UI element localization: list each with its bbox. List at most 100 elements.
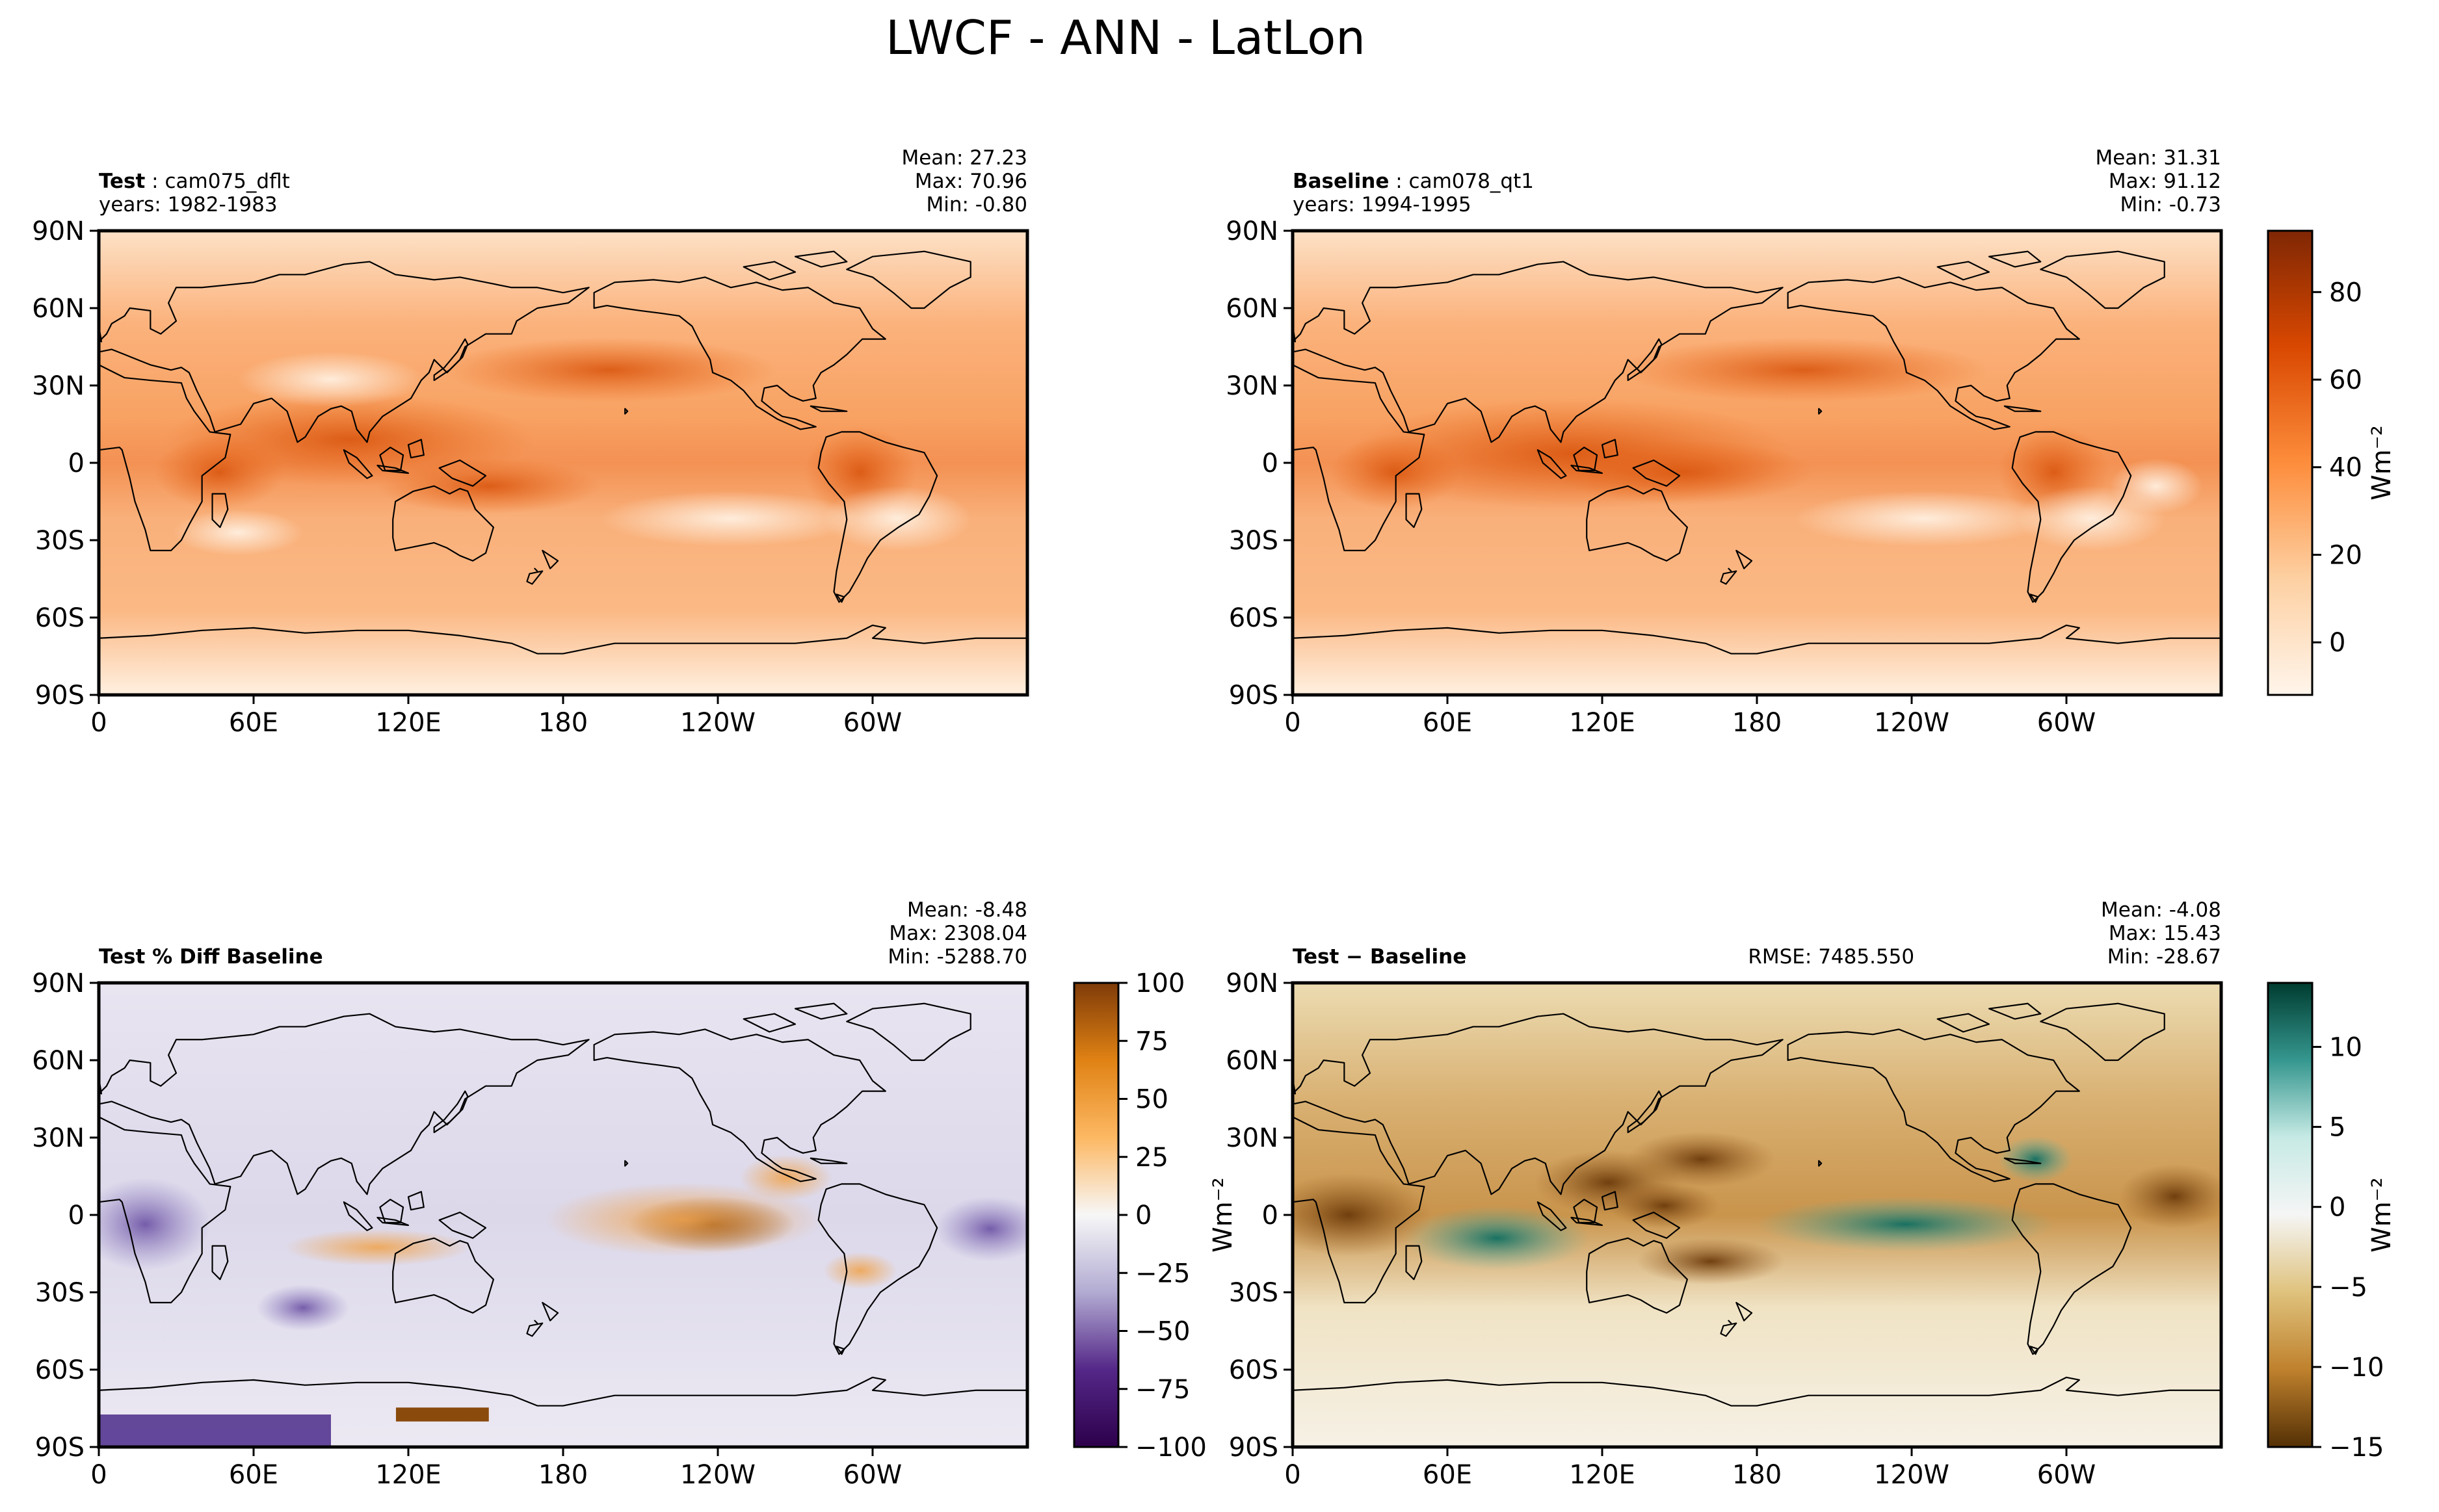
x-tick-label: 60E (229, 1460, 278, 1490)
panel-stat: Max: 2308.04 (889, 922, 1027, 945)
y-tick-label: 30N (32, 371, 85, 401)
y-tick-label: 60S (1229, 603, 1278, 633)
figure-title: LWCF - ANN - LatLon (886, 10, 1365, 65)
colorbar-fill (2267, 229, 2314, 696)
field-anomaly-1 (544, 1182, 823, 1257)
field-anomaly-2 (154, 435, 285, 510)
colorbar-tick-label: −50 (1135, 1317, 1190, 1347)
y-tick-label: 30N (1226, 371, 1278, 401)
map-field-fill (1293, 983, 2221, 1447)
x-tick-label: 60E (1423, 708, 1472, 738)
panel-name: Test : cam075_dflt (99, 170, 290, 193)
colorbar-tick-label: 60 (2329, 365, 2362, 395)
colorbar-tick-label: 0 (1135, 1201, 1152, 1231)
field-anomaly-2 (1998, 1136, 2073, 1183)
panel-years: years: 1982-1983 (99, 193, 278, 216)
colorbar-tick-label: −100 (1135, 1433, 1207, 1463)
x-tick-label: 60E (1423, 1460, 1472, 1490)
field-anomaly-2 (284, 1229, 471, 1266)
panel-stat: Min: -0.80 (926, 193, 1027, 216)
colorbar-fill (2267, 982, 2314, 1448)
x-tick-label: 120W (1874, 1460, 1949, 1490)
y-tick-label: 90S (35, 681, 85, 710)
x-tick-label: 60E (229, 708, 278, 738)
panel-stat: Max: 70.96 (915, 170, 1027, 193)
x-tick-label: 60W (843, 708, 902, 738)
colorbar-field: 80 60 40 20 0 Wm⁻² (2267, 229, 2397, 696)
panel-stat: Mean: -8.48 (907, 898, 1027, 922)
field-anomaly-4 (1617, 337, 1989, 403)
map-panel-pctdiff: 0 60E 120E 180 120W 60W 90N 60N 30N 0 30S 60S 90S Tes… (32, 898, 1029, 1490)
colorbar-tick-label: 0 (2329, 1193, 2345, 1223)
field-anomaly-1 (1404, 1205, 1590, 1271)
x-tick-label: 0 (1284, 708, 1300, 738)
y-tick-label: 60S (1229, 1355, 1278, 1385)
x-tick-label: 120E (1569, 1460, 1635, 1490)
x-tick-label: 60W (843, 1460, 902, 1490)
colorbar-tick-label: 25 (1135, 1143, 1168, 1173)
panel-name: Baseline : cam078_qt1 (1293, 170, 1534, 193)
panel-stat: Min: -28.67 (2107, 945, 2221, 969)
field-anomaly-7 (2109, 458, 2203, 514)
field-anomaly-5 (934, 1196, 1027, 1262)
x-tick-label: 60W (2037, 708, 2096, 738)
y-tick-label: 0 (68, 449, 85, 478)
y-tick-label: 60S (35, 603, 85, 633)
field-anomaly-1 (377, 458, 601, 514)
x-tick-label: 120E (375, 1460, 442, 1490)
x-tick-label: 180 (1732, 708, 1782, 738)
y-tick-label: 60N (32, 294, 85, 324)
map-panel-diff: 0 60E 120E 180 120W 60W 90N 60N 30N 0 30S 60S 90S Tes… (1226, 898, 2223, 1490)
field-anomaly-2 (1330, 435, 1460, 510)
colorbar-tick-label: 80 (2329, 278, 2362, 307)
y-tick-label: 60S (35, 1355, 85, 1385)
panel-name: Test − Baseline (1293, 945, 1466, 969)
colorbar-tick-label: 5 (2329, 1113, 2345, 1143)
field-anomaly-7 (256, 1284, 350, 1331)
colorbar-diff: 10 5 0 −5 −10 −15 Wm⁻² (2267, 982, 2397, 1463)
colorbar-tick-label: 10 (2329, 1032, 2362, 1062)
y-tick-label: 90S (1229, 681, 1278, 710)
field-anomaly-4 (823, 1252, 898, 1290)
field-anomaly-3 (1293, 1173, 1432, 1257)
field-anomaly-4 (442, 337, 777, 403)
y-tick-label: 30N (1226, 1123, 1278, 1153)
colorbar-tick-label: −15 (2329, 1433, 2384, 1463)
x-tick-label: 0 (90, 708, 107, 738)
colorbar-tick-label: −75 (1135, 1375, 1190, 1405)
x-tick-label: 0 (1284, 1460, 1300, 1490)
colorbar-tick-label: −10 (2329, 1353, 2384, 1383)
antarctic-band (99, 1414, 331, 1447)
y-tick-label: 30S (35, 526, 85, 556)
x-tick-label: 180 (538, 1460, 588, 1490)
colorbar-unit-label: Wm⁻² (2367, 1177, 2397, 1253)
colorbar-tick-label: 0 (2329, 628, 2345, 658)
colorbar-tick-label: 75 (1135, 1026, 1168, 1056)
y-tick-label: 0 (1262, 449, 1278, 478)
panel-stat: Min: -5288.70 (888, 945, 1027, 969)
panel-name: Test % Diff Baseline (99, 945, 323, 969)
x-tick-label: 120W (680, 1460, 756, 1490)
colorbar-pctdiff: 100 75 50 25 0 −25 −50 −75 −100 Wm⁻² (1073, 969, 1238, 1463)
colorbar-unit-label: Wm⁻² (1208, 1177, 1238, 1253)
y-tick-label: 30S (35, 1278, 85, 1308)
field-anomaly-8 (1608, 1182, 1720, 1229)
colorbar-tick-label: 100 (1135, 969, 1185, 998)
panel-years: years: 1994-1995 (1293, 193, 1471, 216)
field-anomaly-5 (600, 490, 860, 547)
antarctic-band (395, 1407, 489, 1422)
panel-rmse: RMSE: 7485.550 (1748, 945, 1914, 969)
y-tick-label: 60N (1226, 294, 1278, 324)
map-panel-baseline: 0 60E 120E 180 120W 60W 90N 60N 30N 0 30S 60S 90S Bas… (1226, 146, 2223, 738)
y-tick-label: 90S (1229, 1433, 1278, 1463)
x-tick-label: 0 (90, 1460, 107, 1490)
colorbar-tick-label: −5 (2329, 1273, 2367, 1303)
x-tick-label: 180 (538, 708, 588, 738)
colorbar-tick-label: 40 (2329, 453, 2362, 483)
field-anomaly-4 (2118, 1164, 2221, 1229)
panel-stat: Mean: 31.31 (2095, 146, 2221, 170)
y-tick-label: 30S (1229, 526, 1278, 556)
field-anomaly-5 (1794, 490, 2054, 547)
x-tick-label: 60W (2037, 1460, 2096, 1490)
